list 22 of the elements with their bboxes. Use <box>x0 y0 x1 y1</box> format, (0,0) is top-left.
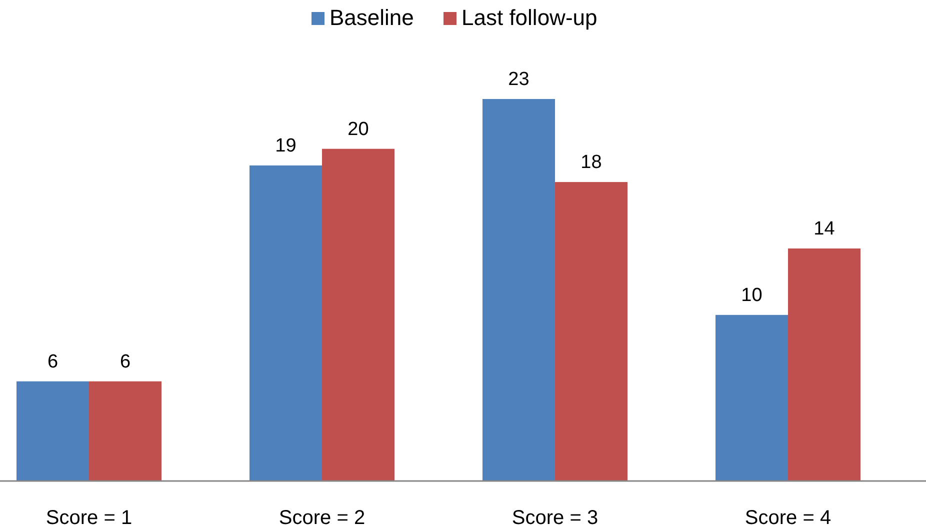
bar <box>89 381 162 481</box>
bar <box>788 248 860 481</box>
data-label: 6 <box>47 351 58 372</box>
x-tick-label: Score = 1 <box>46 507 132 526</box>
x-tick-label: Score = 3 <box>512 507 598 526</box>
bar <box>322 148 394 481</box>
x-tick-label: Score = 4 <box>744 507 832 526</box>
bar <box>716 314 788 481</box>
x-tick-label: Score = 2 <box>278 507 366 526</box>
data-label: 23 <box>508 69 530 90</box>
legend-label: Baseline <box>330 5 414 30</box>
data-label: 10 <box>741 284 762 306</box>
bar <box>16 381 89 481</box>
bar <box>555 182 628 481</box>
data-label: 19 <box>275 135 296 156</box>
data-label: 20 <box>348 118 369 140</box>
data-label: 6 <box>120 351 131 372</box>
data-label: 18 <box>580 152 602 174</box>
data-label: 14 <box>814 218 836 240</box>
legend-label: Last follow-up <box>462 5 598 30</box>
bar <box>250 165 322 481</box>
bar <box>482 99 555 481</box>
